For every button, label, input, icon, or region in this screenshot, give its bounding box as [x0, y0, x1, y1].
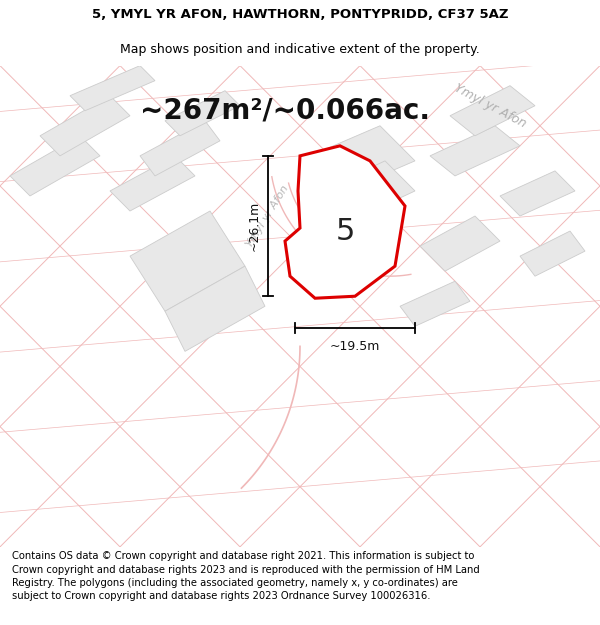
Text: Ymyl yr Afon: Ymyl yr Afon: [245, 183, 291, 249]
Text: Contains OS data © Crown copyright and database right 2021. This information is : Contains OS data © Crown copyright and d…: [12, 551, 480, 601]
Polygon shape: [310, 126, 415, 191]
Polygon shape: [40, 96, 130, 156]
Polygon shape: [285, 146, 405, 298]
Polygon shape: [110, 156, 195, 211]
Text: ~26.1m: ~26.1m: [248, 201, 260, 251]
Polygon shape: [165, 91, 240, 136]
Polygon shape: [450, 86, 535, 136]
Text: Ymyl yr Afon: Ymyl yr Afon: [452, 81, 528, 130]
Text: ~267m²/~0.066ac.: ~267m²/~0.066ac.: [140, 97, 430, 125]
Text: 5: 5: [335, 216, 355, 246]
Polygon shape: [520, 231, 585, 276]
Text: ~19.5m: ~19.5m: [330, 340, 380, 353]
Text: Map shows position and indicative extent of the property.: Map shows position and indicative extent…: [120, 42, 480, 56]
Polygon shape: [10, 136, 100, 196]
Polygon shape: [400, 281, 470, 326]
Polygon shape: [70, 66, 155, 111]
Polygon shape: [130, 211, 245, 311]
Polygon shape: [140, 121, 220, 176]
Polygon shape: [430, 126, 520, 176]
Polygon shape: [165, 266, 265, 351]
Polygon shape: [500, 171, 575, 216]
Polygon shape: [310, 161, 415, 226]
Polygon shape: [420, 216, 500, 271]
Text: 5, YMYL YR AFON, HAWTHORN, PONTYPRIDD, CF37 5AZ: 5, YMYL YR AFON, HAWTHORN, PONTYPRIDD, C…: [92, 8, 508, 21]
